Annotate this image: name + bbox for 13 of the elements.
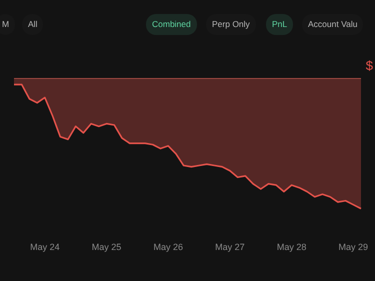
text: All bbox=[22, 14, 44, 35]
x-tick-label: May 28 bbox=[276, 242, 306, 252]
text: Perp Only bbox=[206, 14, 256, 35]
x-tick-label: May 25 bbox=[92, 242, 122, 252]
x-tick-label: May 26 bbox=[153, 242, 183, 252]
text: Account Valu bbox=[302, 14, 364, 35]
x-tick-label: May 24 bbox=[30, 242, 60, 252]
x-tick-label: May 29 bbox=[338, 242, 368, 252]
text: PnL bbox=[266, 14, 294, 35]
x-tick-label: May 27 bbox=[215, 242, 245, 252]
text: $ bbox=[366, 58, 373, 73]
text: Combined bbox=[146, 14, 197, 35]
text: M bbox=[0, 14, 16, 35]
